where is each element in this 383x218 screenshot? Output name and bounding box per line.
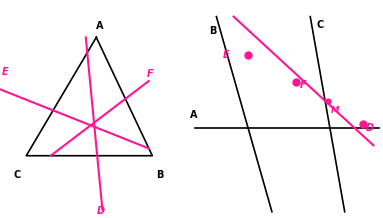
Text: B: B [156,170,163,180]
Text: A: A [96,21,103,31]
Text: M: M [331,106,339,115]
Text: F: F [300,80,306,90]
Text: B: B [209,26,216,36]
Text: E: E [223,50,230,60]
Text: F: F [147,69,154,79]
Text: C: C [14,170,21,180]
Text: D: D [366,123,374,133]
Text: C: C [317,20,324,30]
Text: A: A [190,111,197,120]
Text: E: E [2,67,8,77]
Text: D: D [97,206,105,216]
